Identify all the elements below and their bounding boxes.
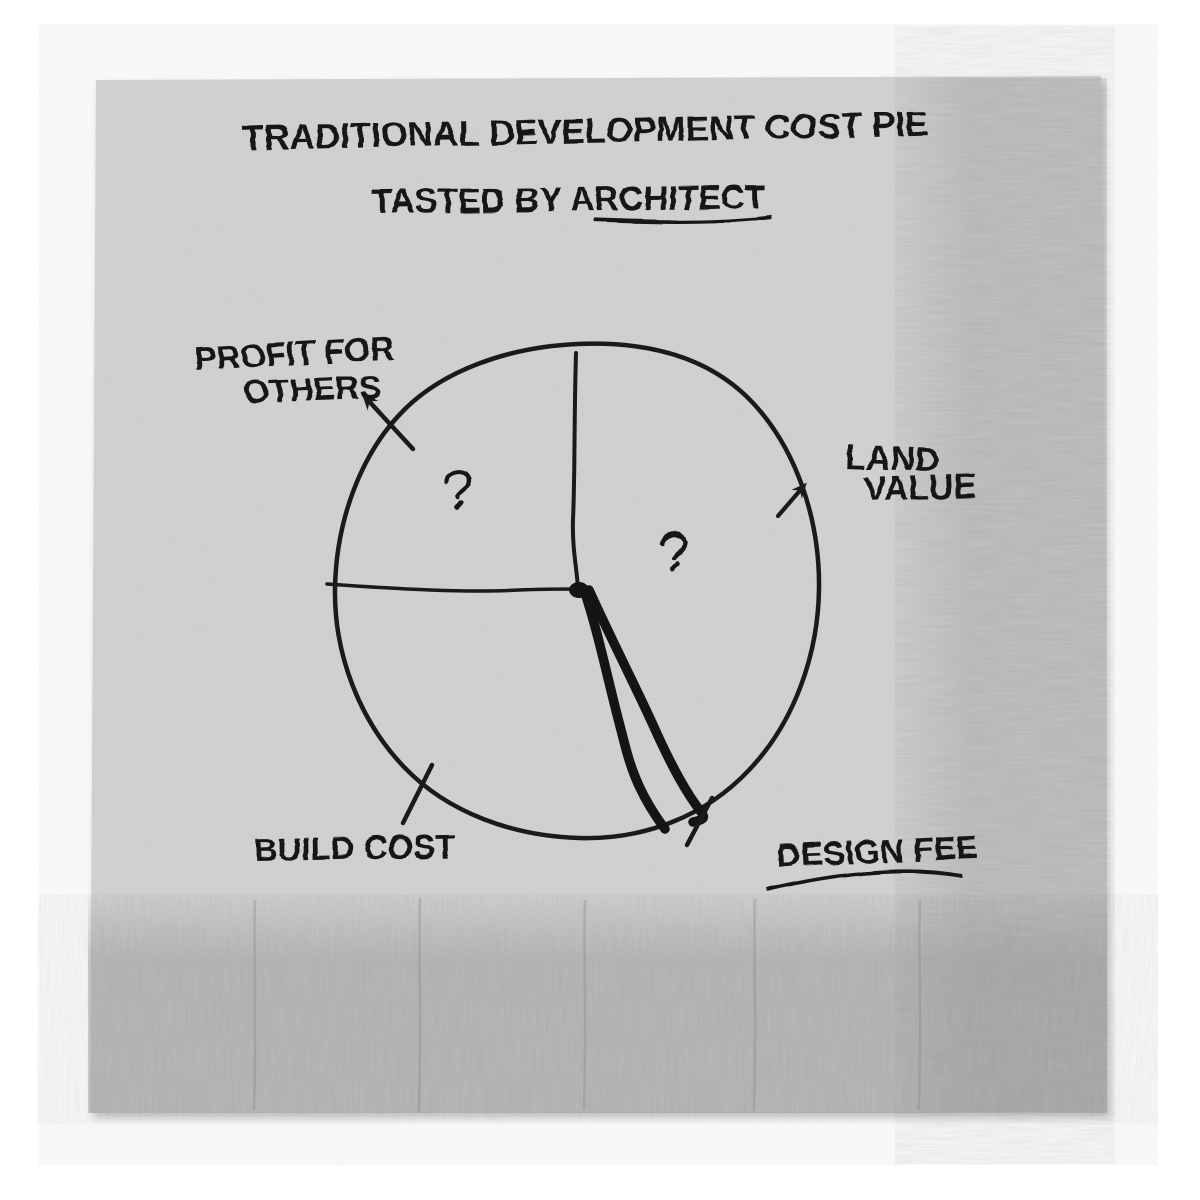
svg-text:TASTED BY ARCHITECT: TASTED BY ARCHITECT [372, 179, 767, 221]
svg-text:BUILD COST: BUILD COST [253, 827, 455, 868]
svg-text:OTHERS: OTHERS [243, 368, 382, 410]
svg-text:VALUE: VALUE [863, 467, 977, 509]
